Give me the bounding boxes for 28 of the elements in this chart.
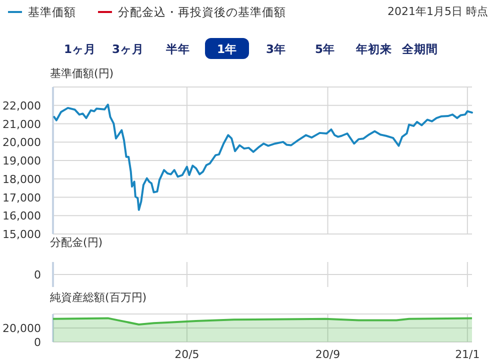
text: 年初来 xyxy=(355,42,392,56)
y-tick-label: 18,000 xyxy=(2,172,41,186)
x-tick-label: 20/5 xyxy=(174,348,200,361)
y-tick-label: 19,000 xyxy=(2,154,41,168)
text: 3ヶ月 xyxy=(112,42,144,56)
y-tick-label: 0 xyxy=(34,336,41,349)
text: 5年 xyxy=(314,42,336,56)
y-tick-label: 20,000 xyxy=(2,136,41,150)
legend-label: 基準価額 xyxy=(28,5,76,19)
line-series xyxy=(53,104,473,211)
text: 半年 xyxy=(165,42,190,56)
legend-label: 分配金込・再投資後の基準価額 xyxy=(118,5,286,19)
y-tick-label: 16,000 xyxy=(2,210,41,223)
y-tick-label: 21,000 xyxy=(2,118,41,131)
y-tick-label: 17,000 xyxy=(2,191,41,204)
y-tick-label: 22,000 xyxy=(2,99,41,112)
text: 1年 xyxy=(216,42,238,56)
y-tick-label: 20,000 xyxy=(2,322,41,335)
y-tick-label: 15,000 xyxy=(2,228,41,241)
text: 分配金(円) xyxy=(50,236,103,249)
x-tick-label: 21/1 xyxy=(455,348,480,361)
y-axis-title: 基準価額(円) xyxy=(50,67,114,80)
y-axis-title: 純資産総額(百万円) xyxy=(50,291,147,304)
text: 1ヶ月 xyxy=(64,42,96,56)
text: 3年 xyxy=(266,42,286,56)
x-tick-label: 20/9 xyxy=(315,348,340,361)
chart-subtitle: 2021年1月5日 時点 xyxy=(388,5,488,18)
text: 全期間 xyxy=(401,42,438,56)
